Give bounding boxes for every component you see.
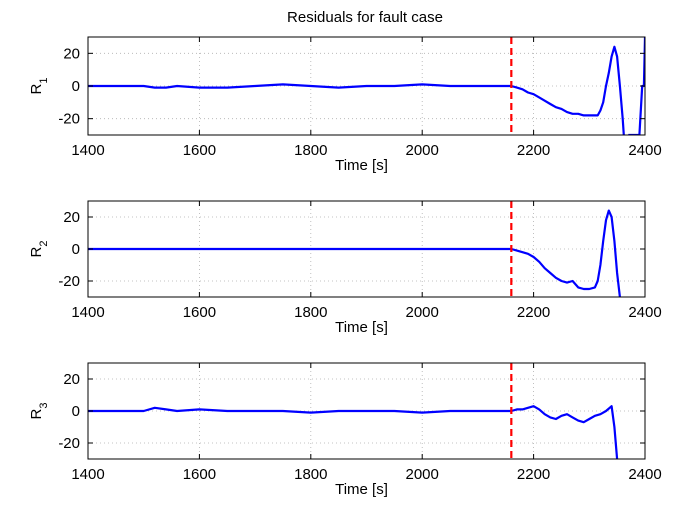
x-tick-label: 2400	[628, 466, 661, 483]
x-tick-label: 1600	[183, 304, 216, 321]
y-axis-label: R1	[28, 78, 50, 95]
x-tick-label: 2400	[628, 304, 661, 321]
x-axis-label: Time [s]	[335, 319, 388, 336]
x-tick-label: 2200	[517, 466, 550, 483]
subplot-2: 1400 1600 1800 2000 2200 2400 20 0 -20 Time [s] R2	[28, 200, 662, 336]
y-tick-label: -20	[58, 435, 80, 452]
x-tick-label: 1400	[71, 304, 104, 321]
y-tick-label: 20	[63, 371, 80, 388]
x-tick-label: 2000	[406, 466, 439, 483]
x-tick-label: 1600	[183, 466, 216, 483]
residual-line-2	[88, 209, 621, 297]
y-tick-label: -20	[58, 111, 80, 128]
x-tick-label: 1800	[294, 142, 327, 159]
x-tick-label: 1800	[294, 466, 327, 483]
y-tick-label: 0	[72, 241, 80, 258]
x-axis-label: Time [s]	[335, 481, 388, 498]
y-tick-label: 20	[63, 45, 80, 62]
y-tick-label: 0	[72, 403, 80, 420]
subplot-3: 1400 1600 1800 2000 2200 2400 20 0 -20 Time [s] R3	[28, 362, 662, 498]
x-tick-label: 2000	[406, 142, 439, 159]
y-tick-label: 0	[72, 78, 80, 95]
residual-line-1	[88, 37, 645, 135]
x-tick-label: 2000	[406, 304, 439, 321]
x-tick-label: 1600	[183, 142, 216, 159]
x-axis-label: Time [s]	[335, 157, 388, 174]
x-tick-label: 1400	[71, 142, 104, 159]
chart-title: Residuals for fault case	[287, 9, 443, 26]
x-tick-label: 1800	[294, 304, 327, 321]
x-tick-label: 2200	[517, 142, 550, 159]
y-tick-label: 20	[63, 209, 80, 226]
y-axis-label: R2	[28, 241, 50, 258]
residual-line-3	[88, 405, 619, 459]
subplot-1: 1400 1600 1800 2000 2200 2400 20 0 -20 Time [s] R1	[28, 36, 662, 174]
y-axis-label: R3	[28, 403, 50, 420]
x-tick-label: 2200	[517, 304, 550, 321]
x-tick-label: 2400	[628, 142, 661, 159]
x-tick-label: 1400	[71, 466, 104, 483]
y-tick-label: -20	[58, 273, 80, 290]
